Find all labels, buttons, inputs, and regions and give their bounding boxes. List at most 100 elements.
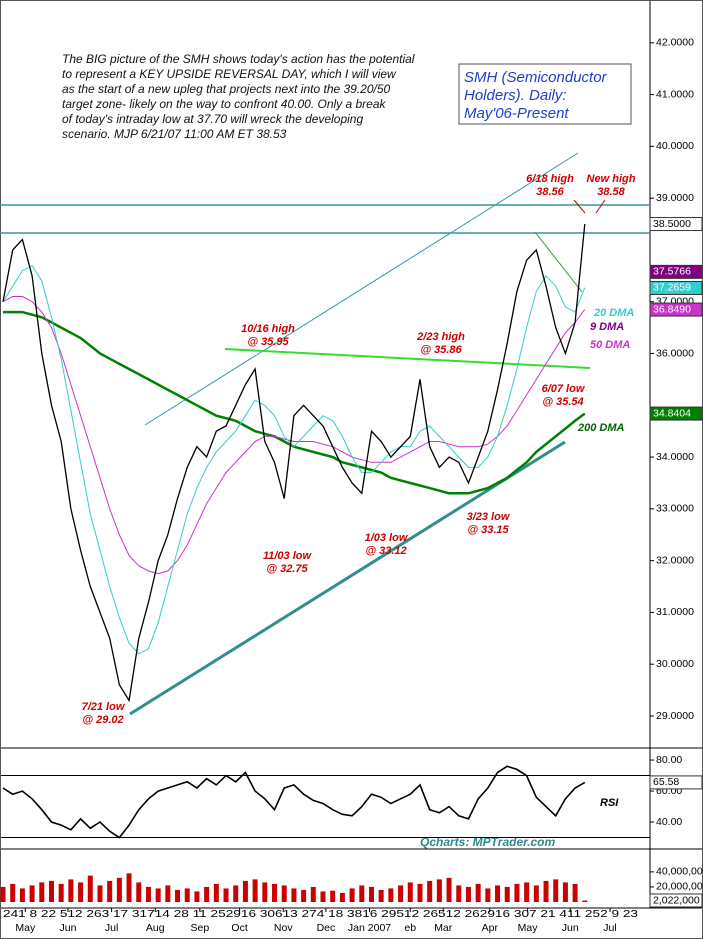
y-tick-label: 80.00 xyxy=(656,754,682,766)
annotation: @ 35.54 xyxy=(542,396,583,408)
annotation: 6/07 low xyxy=(542,383,586,395)
x-tick-label: Oct xyxy=(231,922,247,934)
y-tick-label: 42.0000 xyxy=(656,37,694,49)
volume-bar xyxy=(339,892,345,902)
y-tick-label: 36.0000 xyxy=(656,347,694,359)
annotation: 10/16 high xyxy=(241,323,295,335)
volume-bar xyxy=(48,880,54,902)
volume-bar xyxy=(465,886,471,902)
y-tick-label: 29.0000 xyxy=(656,710,694,722)
volume-bar xyxy=(58,883,64,902)
volume-bar xyxy=(223,888,229,902)
volume-bar xyxy=(368,886,374,902)
volume-bar xyxy=(407,882,413,902)
volume-bar xyxy=(378,889,384,902)
commentary: as the start of a new upleg that project… xyxy=(62,82,391,96)
x-tick-label: Mar xyxy=(434,922,453,934)
volume-bar xyxy=(194,891,200,902)
annotation: 1/03 low xyxy=(365,532,409,544)
dma-label: 20 DMA xyxy=(593,307,634,319)
volume-bar xyxy=(436,879,442,902)
volume-bar xyxy=(87,875,93,902)
volume-bar xyxy=(456,885,462,902)
volume-bar xyxy=(281,885,287,902)
volume-bar xyxy=(233,885,239,902)
dma-label: 50 DMA xyxy=(590,339,630,351)
x-tick-label: eb xyxy=(404,922,416,934)
volume-bar xyxy=(107,880,113,902)
series-line xyxy=(2,264,586,655)
volume-bar xyxy=(553,879,559,902)
annotation: 3/23 low xyxy=(467,511,511,523)
volume-bar xyxy=(204,886,210,902)
volume-bar xyxy=(427,880,433,902)
commentary: The BIG picture of the SMH shows today's… xyxy=(62,52,415,66)
source: Qcharts: MPTrader.com xyxy=(420,835,555,849)
volume-bar xyxy=(68,879,74,902)
volume-bar xyxy=(301,889,307,902)
volume-bar xyxy=(330,890,336,902)
annotation: 7/21 low xyxy=(82,701,126,713)
volume-bar xyxy=(543,880,549,902)
x-tick-label: Jan 2007 xyxy=(348,922,391,934)
y-tick-label: 39.0000 xyxy=(656,192,694,204)
series-line xyxy=(2,296,586,575)
annotation: New high xyxy=(587,173,636,185)
commentary: of today's intraday low at 37.70 will wr… xyxy=(62,112,363,126)
x-tick-label: Sep xyxy=(191,922,210,934)
volume-bar xyxy=(388,888,394,902)
value-marker-label: 38.5000 xyxy=(653,218,691,230)
x-tick-label: Dec xyxy=(317,922,336,934)
annotation: @ 29.02 xyxy=(82,714,123,726)
volume-bar xyxy=(514,883,520,902)
y-tick-label: 34.0000 xyxy=(656,451,694,463)
trendline xyxy=(144,152,579,426)
title: Holders). Daily: xyxy=(464,87,567,104)
volume-bar xyxy=(582,900,588,902)
series-line xyxy=(2,223,586,703)
volume-bar xyxy=(0,886,6,902)
y-tick-label: 40.0000 xyxy=(656,140,694,152)
trendline xyxy=(534,231,583,293)
volume-bar xyxy=(562,882,568,902)
volume-bar xyxy=(242,880,248,902)
annotation: @ 35.86 xyxy=(420,344,462,356)
y-tick-label: 40.00 xyxy=(656,816,682,828)
dma-label: 200 DMA xyxy=(577,422,625,434)
commentary: scenario. MJP 6/21/07 11:00 AM ET 38.53 xyxy=(62,127,287,141)
annotation: @ 33.12 xyxy=(365,545,406,557)
x-tick-label: May xyxy=(15,922,36,934)
volume-bar xyxy=(359,885,365,902)
volume-bar xyxy=(116,877,122,902)
volume-bar xyxy=(524,882,530,902)
volume-bar xyxy=(320,891,326,902)
title-box xyxy=(458,63,632,125)
volume-bar xyxy=(446,877,452,902)
rsi-label: RSI xyxy=(600,797,619,809)
annotation: 6/18 high xyxy=(526,173,574,185)
x-tick-label: Jul xyxy=(603,922,616,934)
y-tick-label: 20,000,000 xyxy=(656,881,703,893)
volume-bar xyxy=(165,885,171,902)
series-line xyxy=(2,765,586,839)
volume-bar xyxy=(485,888,491,902)
value-marker-label: 36.8490 xyxy=(653,303,691,315)
value-marker xyxy=(649,893,703,908)
volume-bar xyxy=(475,883,481,902)
volume-bar xyxy=(136,882,142,902)
volume-bar xyxy=(39,882,45,902)
x-day-labels: 241 8 22 512 263 17 31714 28 11 252916 3… xyxy=(3,908,638,920)
title: May'06-Present xyxy=(464,105,569,122)
annotation: @ 35.95 xyxy=(247,336,289,348)
annotation: @ 33.15 xyxy=(467,524,509,536)
value-marker xyxy=(649,406,703,421)
x-tick-label: Jul xyxy=(105,922,118,934)
commentary: to represent a KEY UPSIDE REVERSAL DAY, … xyxy=(62,67,397,81)
volume-bar xyxy=(504,886,510,902)
volume-bar xyxy=(417,883,423,902)
volume-bar xyxy=(213,883,219,902)
y-tick-label: 30.0000 xyxy=(656,658,694,670)
value-marker xyxy=(649,302,703,317)
volume-bar xyxy=(272,883,278,902)
